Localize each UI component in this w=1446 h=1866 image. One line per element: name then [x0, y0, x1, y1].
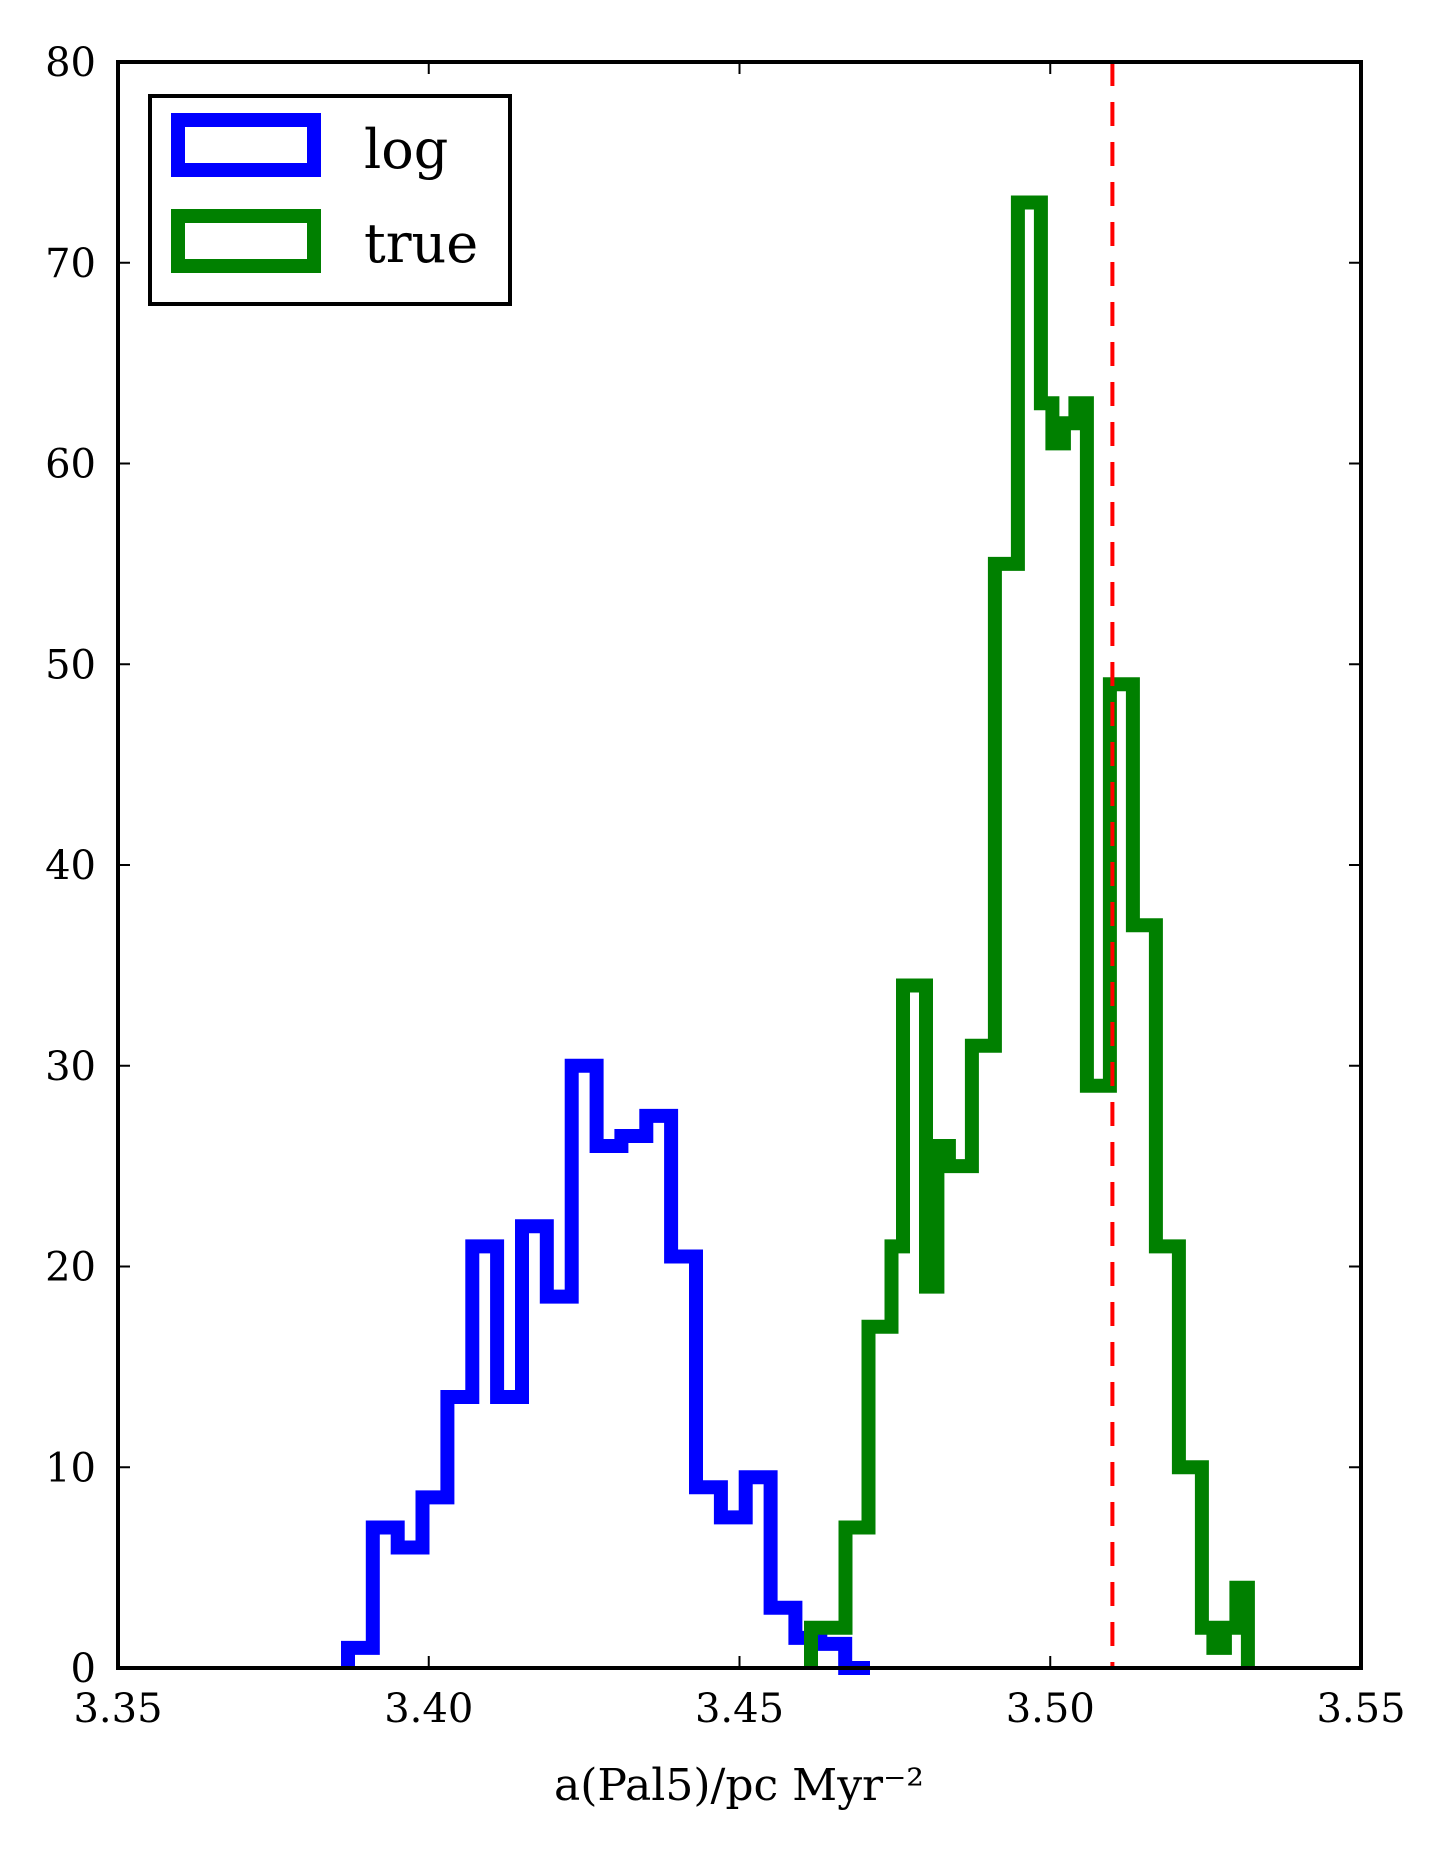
- y-tick-label: 10: [45, 1445, 96, 1491]
- y-tick-label: 70: [45, 241, 96, 287]
- x-tick-label: 3.55: [1316, 1686, 1405, 1732]
- x-tick-label: 3.35: [73, 1686, 162, 1732]
- legend-label-true: true: [364, 212, 478, 275]
- y-tick-label: 50: [45, 642, 96, 688]
- y-tick-label: 40: [45, 843, 96, 889]
- legend-label-log: log: [364, 118, 448, 181]
- legend-swatch-true: [171, 209, 321, 273]
- tick-labels: 3.35 3.40 3.45 3.50 3.55 0 10 20 30 40 50 60 70 80: [45, 40, 1405, 1732]
- x-tick-label: 3.50: [1006, 1686, 1095, 1732]
- histogram-series-log: [341, 1058, 870, 1675]
- axis-ticks: [117, 61, 1362, 1669]
- legend: log true: [148, 94, 512, 306]
- histogram-series-true: [804, 195, 1255, 1668]
- x-tick-label: 3.45: [695, 1686, 784, 1732]
- x-tick-label: 3.40: [384, 1686, 473, 1732]
- y-tick-label: 60: [45, 442, 96, 488]
- y-tick-label: 20: [45, 1245, 96, 1291]
- x-axis-label: a(Pal5)/pc Myr⁻²: [554, 1760, 924, 1811]
- y-tick-label: 80: [45, 40, 96, 86]
- y-tick-label: 30: [45, 1044, 96, 1090]
- plot-area: [341, 62, 1255, 1675]
- y-tick-label: 0: [71, 1646, 96, 1692]
- legend-swatch-log: [171, 113, 321, 177]
